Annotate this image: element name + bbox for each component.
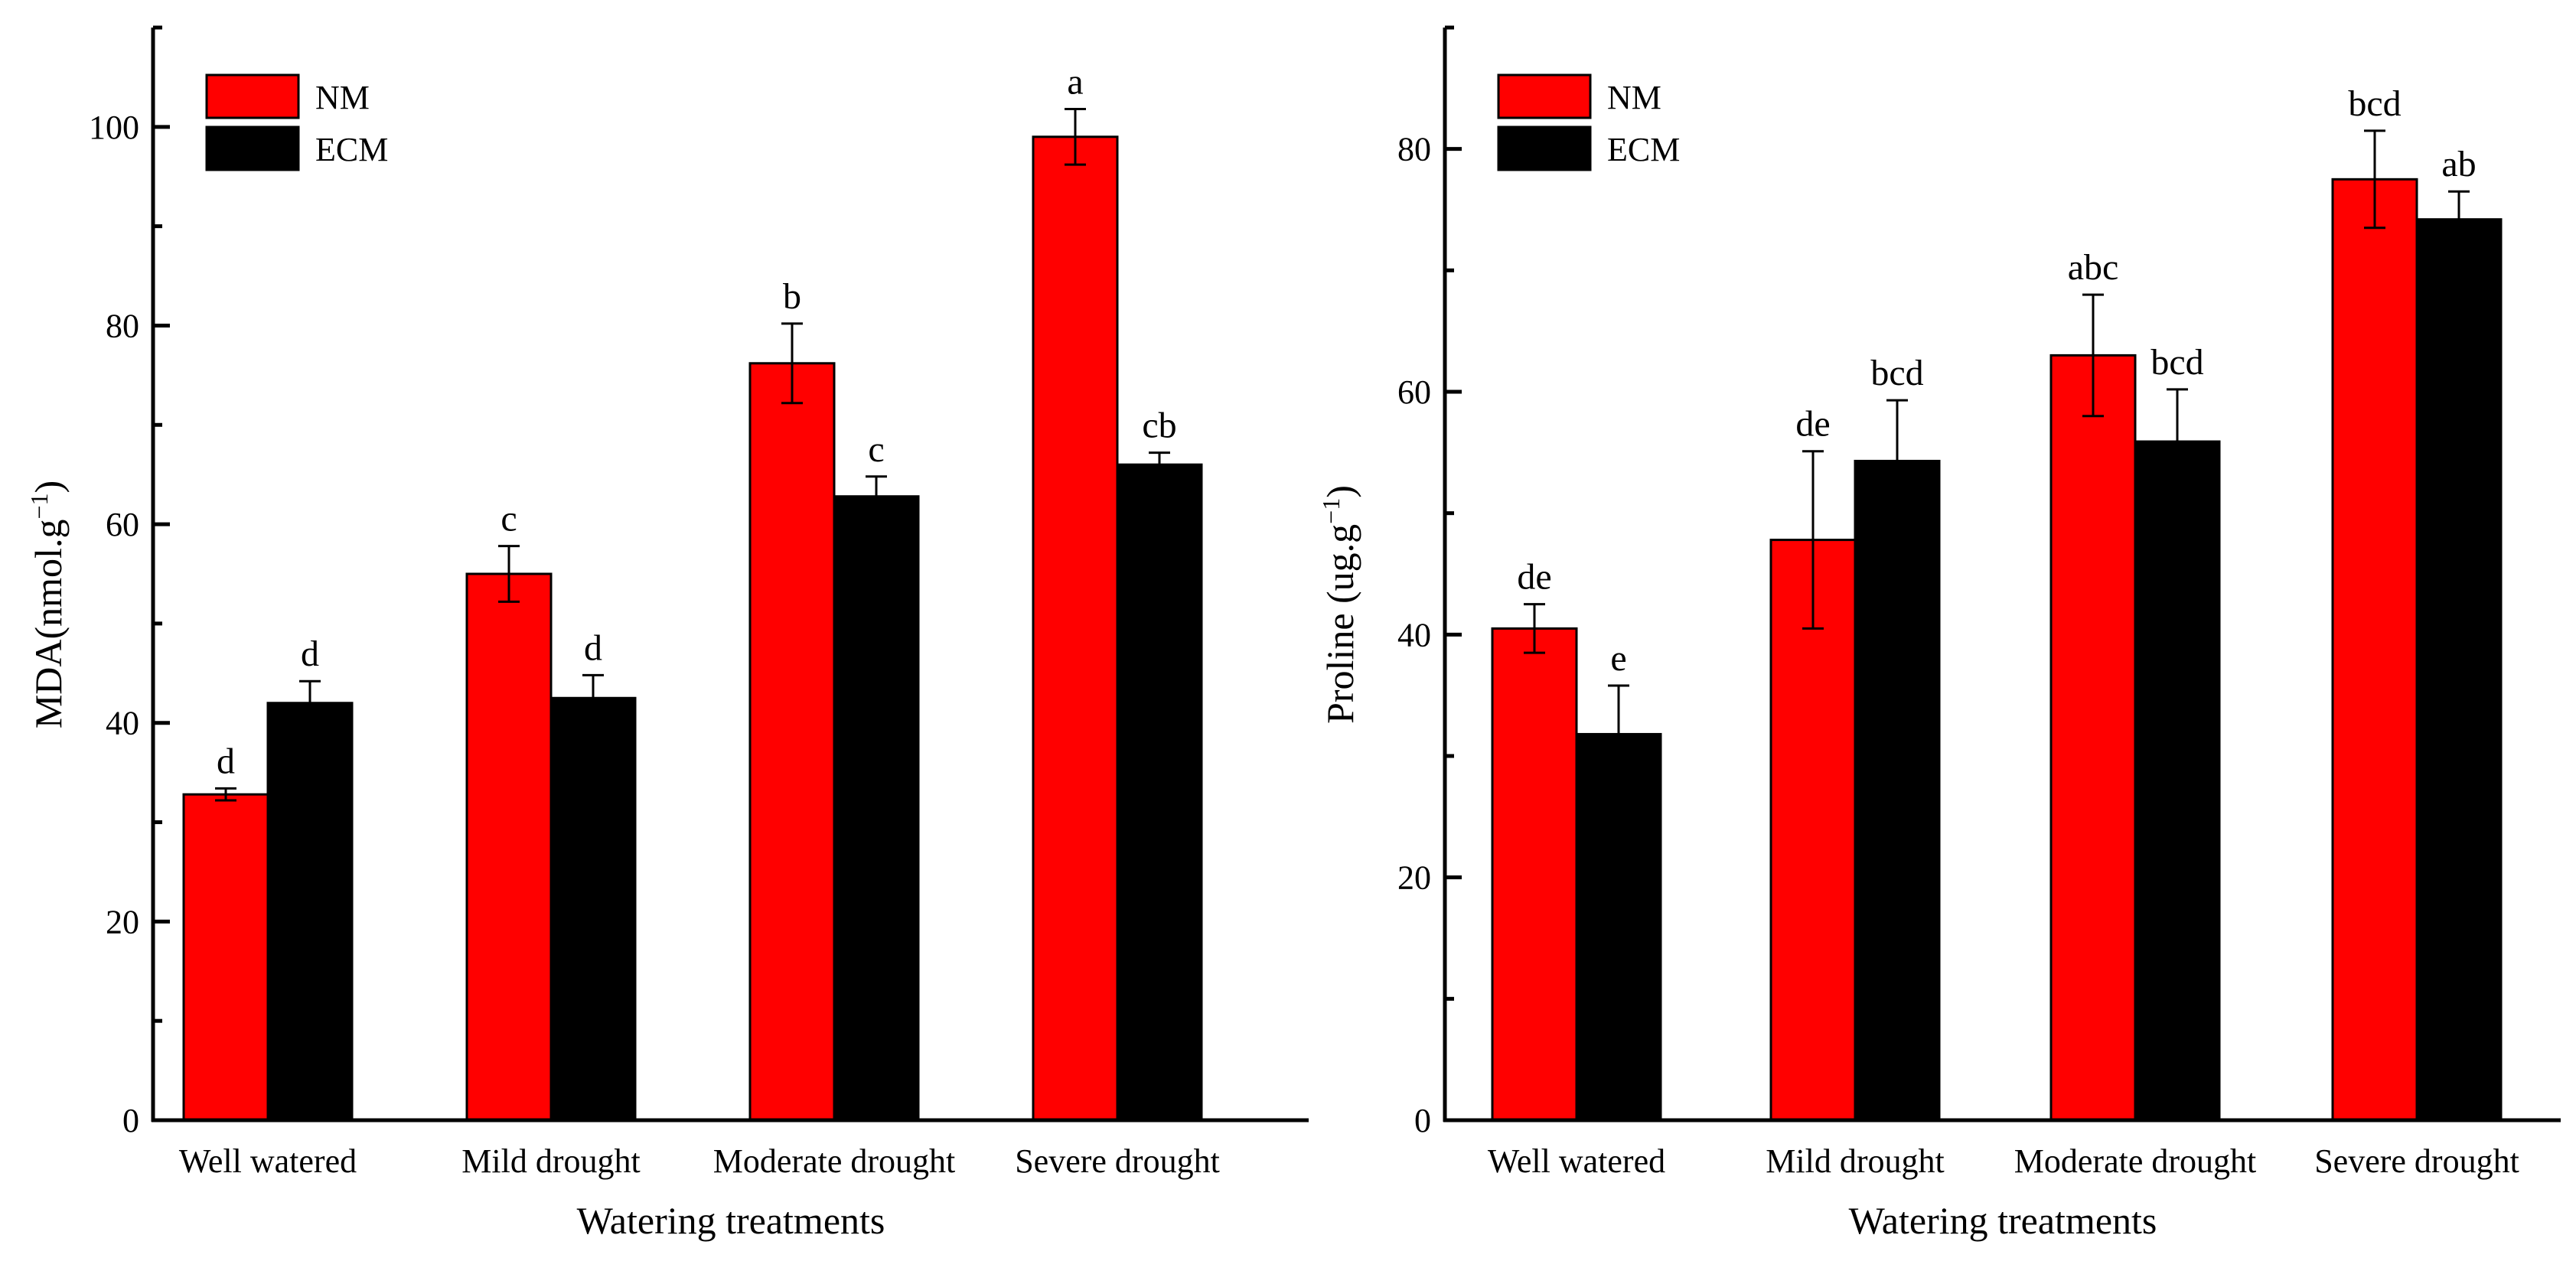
mda-bars bbox=[182, 107, 1203, 1122]
proline-legend: NM ECM bbox=[1497, 73, 1680, 171]
mda-y-tick-label: 100 bbox=[89, 109, 139, 146]
proline-legend-swatch-nm bbox=[1497, 73, 1592, 119]
proline-y-tick-label: 40 bbox=[1397, 616, 1431, 653]
proline-y-axis-title-close: ) bbox=[1319, 485, 1361, 498]
mda-y-tick-label: 80 bbox=[106, 307, 139, 344]
mda-x-tick-label: Severe drought bbox=[1015, 1142, 1220, 1180]
proline-y-ticks: 0 20 40 60 80 bbox=[1397, 25, 1462, 1139]
mda-panel: 0 20 40 60 80 100 Well watered Mild drought Mod… bbox=[25, 25, 1309, 1242]
mda-bar-ecm bbox=[1116, 463, 1203, 1122]
mda-legend-swatch-nm bbox=[205, 73, 300, 119]
proline-significance-label: de bbox=[1795, 404, 1830, 445]
proline-y-tick-label: 80 bbox=[1397, 131, 1431, 168]
mda-bar-nm bbox=[465, 572, 553, 1122]
mda-bar-nm bbox=[748, 362, 836, 1122]
mda-bar-ecm bbox=[549, 696, 637, 1122]
mda-x-tick-labels: Well watered Mild drought Moderate drought… bbox=[179, 1142, 1220, 1180]
proline-bar-ecm bbox=[2134, 440, 2221, 1122]
proline-x-tick-label: Mild drought bbox=[1766, 1142, 1944, 1180]
proline-x-tick-label: Moderate drought bbox=[2014, 1142, 2256, 1180]
proline-legend-label-ecm: ECM bbox=[1607, 131, 1680, 168]
mda-y-tick-label: 60 bbox=[106, 506, 139, 543]
mda-significance-label: d bbox=[301, 634, 319, 674]
proline-bar-nm bbox=[2049, 354, 2137, 1122]
mda-x-tick-label: Mild drought bbox=[461, 1142, 640, 1180]
proline-bars bbox=[1491, 129, 2503, 1122]
proline-bar-ecm bbox=[1575, 732, 1662, 1122]
mda-x-axis-title: Watering treatments bbox=[577, 1199, 885, 1242]
mda-y-axis-title-close: ) bbox=[27, 481, 70, 494]
mda-y-tick-label: 40 bbox=[106, 705, 139, 742]
proline-legend-label-nm: NM bbox=[1607, 79, 1661, 116]
mda-y-axis-title: MDA(nmol.g−1) bbox=[25, 481, 70, 728]
proline-y-tick-label: 20 bbox=[1397, 859, 1431, 897]
mda-significance-label: c bbox=[868, 429, 884, 470]
mda-x-tick-label: Moderate drought bbox=[713, 1142, 955, 1180]
proline-significance-label: e bbox=[1610, 638, 1626, 679]
proline-y-tick-label: 60 bbox=[1397, 373, 1431, 411]
proline-significance-label: ab bbox=[2441, 144, 2476, 184]
mda-significance-label: b bbox=[783, 276, 801, 317]
proline-bar-ecm bbox=[1854, 459, 1941, 1122]
mda-significance-labels: d d c d b c a cb bbox=[217, 61, 1177, 781]
proline-x-tick-label: Well watered bbox=[1488, 1142, 1665, 1180]
mda-significance-label: cb bbox=[1142, 406, 1176, 446]
mda-legend-label-ecm: ECM bbox=[315, 131, 388, 168]
mda-y-tick-label: 20 bbox=[106, 903, 139, 940]
proline-y-axis-title: Proline (ug.g−1) bbox=[1317, 485, 1361, 724]
proline-x-tick-label: Severe drought bbox=[2314, 1142, 2519, 1180]
proline-significance-label: bcd bbox=[1870, 353, 1923, 393]
mda-axes bbox=[151, 28, 1309, 1123]
mda-significance-label: a bbox=[1067, 61, 1083, 102]
proline-axes bbox=[1443, 28, 2561, 1123]
mda-y-axis-title-main: MDA(nmol.g bbox=[27, 520, 70, 729]
mda-y-tick-label: 0 bbox=[122, 1102, 139, 1139]
mda-significance-label: d bbox=[584, 627, 602, 668]
mda-bar-nm bbox=[182, 793, 269, 1122]
proline-significance-label: bcd bbox=[2348, 83, 2401, 124]
mda-legend-label-nm: NM bbox=[315, 79, 370, 116]
proline-y-axis-title-main: Proline (ug.g bbox=[1319, 524, 1361, 724]
mda-x-tick-label: Well watered bbox=[179, 1142, 357, 1180]
proline-bar-nm bbox=[1491, 627, 1578, 1122]
proline-legend-swatch-ecm bbox=[1497, 125, 1592, 171]
mda-y-ticks: 0 20 40 60 80 100 bbox=[89, 25, 170, 1139]
proline-y-axis-title-exponent: −1 bbox=[1317, 498, 1345, 524]
mda-bar-ecm bbox=[833, 495, 920, 1122]
proline-bar-ecm bbox=[2415, 218, 2503, 1122]
mda-y-axis-title-exponent: −1 bbox=[25, 494, 53, 520]
mda-legend: NM ECM bbox=[205, 73, 388, 171]
proline-x-tick-labels: Well watered Mild drought Moderate drought… bbox=[1488, 1142, 2519, 1180]
mda-bar-ecm bbox=[266, 702, 354, 1122]
mda-bar-nm bbox=[1032, 135, 1119, 1122]
proline-bar-nm bbox=[2331, 178, 2418, 1122]
proline-x-axis-title: Watering treatments bbox=[1849, 1199, 2157, 1242]
proline-significance-label: de bbox=[1517, 557, 1551, 598]
proline-significance-label: bcd bbox=[2150, 342, 2203, 383]
proline-significance-label: abc bbox=[2068, 247, 2119, 288]
proline-panel: 0 20 40 60 80 Well watered Mild drought Modera… bbox=[1317, 25, 2561, 1242]
mda-significance-label: d bbox=[217, 741, 235, 781]
mda-legend-swatch-ecm bbox=[205, 125, 300, 171]
mda-significance-label: c bbox=[501, 499, 517, 539]
proline-y-tick-label: 0 bbox=[1414, 1102, 1431, 1139]
